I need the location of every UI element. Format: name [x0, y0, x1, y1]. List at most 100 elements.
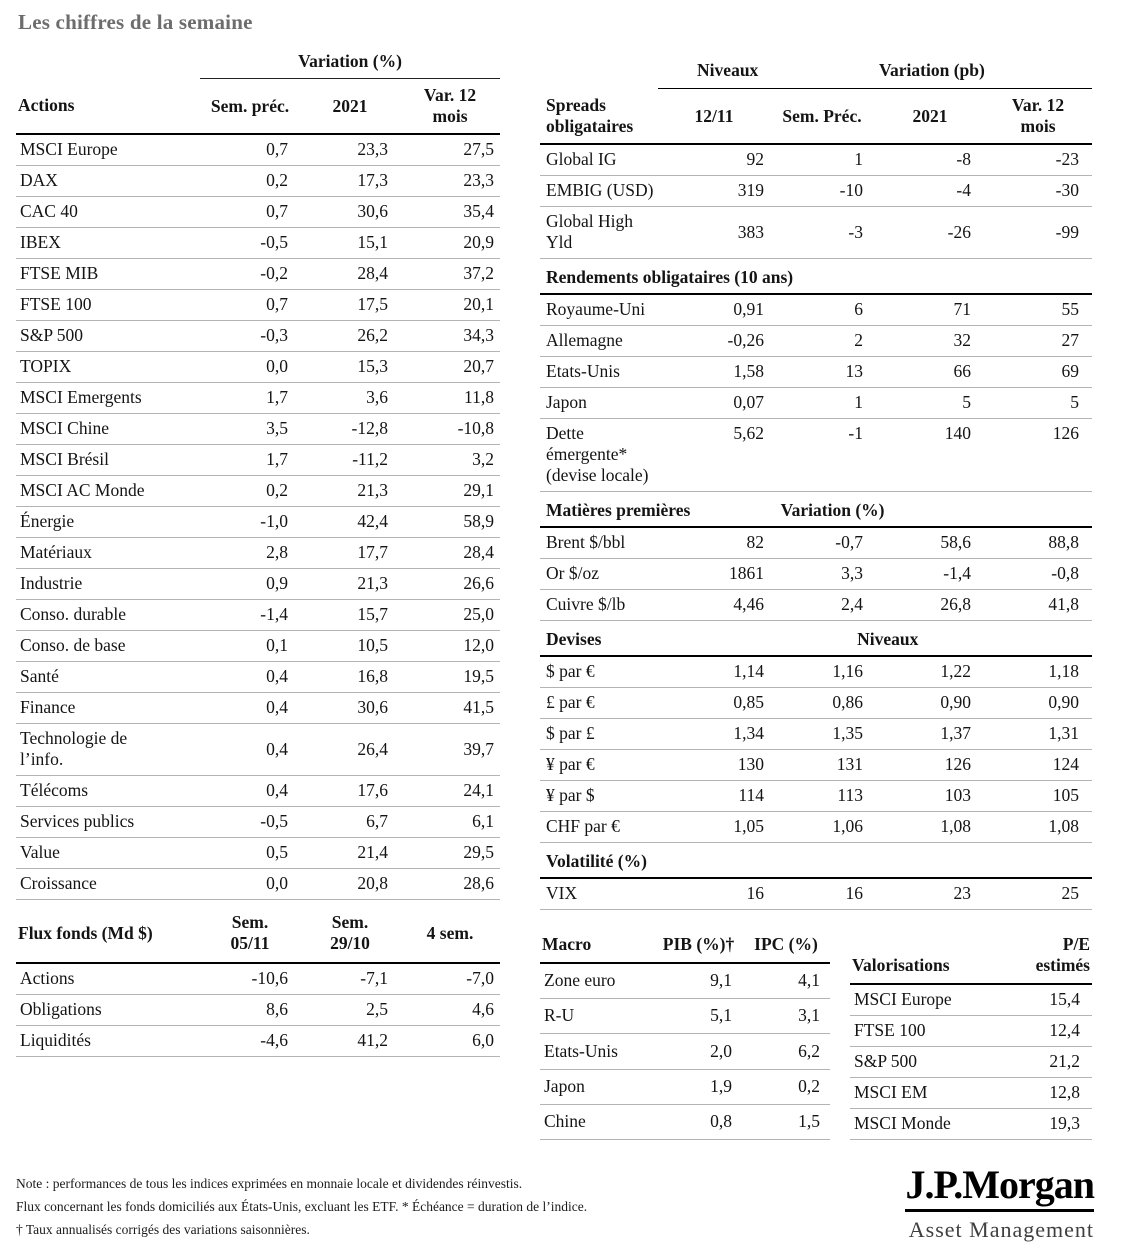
table-row: Allemagne -0,26 2 32 27	[540, 325, 1092, 357]
brand-division: Asset Management	[908, 1217, 1094, 1242]
table-row: Brent $/bbl 82 -0,7 58,6 88,8	[540, 528, 1092, 559]
row-value: -4	[876, 175, 984, 207]
row-value: 39,7	[400, 723, 501, 776]
row-label: IBEX	[16, 227, 200, 259]
row-value: 17,3	[300, 165, 400, 197]
row-value: 20,9	[400, 227, 501, 259]
table-row: Obligations 8,6 2,5 4,6	[16, 994, 500, 1026]
row-value: 23,3	[400, 165, 501, 197]
table-row: MSCI Brésil 1,7 -11,2 3,2	[16, 444, 501, 476]
row-label: MSCI Brésil	[16, 444, 200, 476]
row-value: 140	[876, 418, 984, 492]
row-value: 0,85	[660, 687, 768, 719]
column-header: Spreads obligataires	[540, 89, 660, 145]
row-label: MSCI EM	[850, 1077, 990, 1109]
row-value: 5	[984, 387, 1092, 419]
table-row: MSCI Chine 3,5 -12,8 -10,8	[16, 413, 501, 445]
table-row: IBEX -0,5 15,1 20,9	[16, 227, 501, 259]
row-value: -0,8	[984, 558, 1092, 590]
row-label: ¥ par €	[540, 749, 660, 781]
column-header: Sem. 29/10	[300, 900, 400, 964]
row-value: 28,4	[300, 258, 400, 290]
table-row: TOPIX 0,0 15,3 20,7	[16, 351, 501, 383]
row-value: 383	[660, 206, 768, 259]
table-row: Actions -10,6 -7,1 -7,0	[16, 963, 500, 995]
row-value: 1861	[660, 558, 768, 590]
row-value: 1,7	[200, 444, 300, 476]
section-title-text: Volatilité (%)	[546, 851, 647, 871]
row-value: 27	[984, 325, 1092, 357]
macro-table-body: Zone euro 9,1 4,1 R-U 5,1 3,1 Etats-Unis 2,0 6,2…	[540, 963, 830, 1141]
column-header: P/E estimés	[990, 928, 1092, 985]
row-value: 1,18	[984, 657, 1092, 688]
row-value: 2,5	[300, 994, 400, 1026]
variation-group-label: Variation (%)	[200, 49, 501, 79]
row-label: Global High Yld	[540, 206, 660, 259]
valuations-table-body: MSCI Europe 15,4 FTSE 100 12,4 S&P 500 21,2 MS…	[850, 984, 1092, 1140]
row-value: 6,0	[400, 1025, 500, 1057]
left-column: Variation (%) Actions Sem. préc. 2021 Va…	[16, 49, 501, 1057]
column-header: 12/11	[660, 89, 768, 145]
row-value: 2	[768, 325, 876, 357]
spacer-cell	[16, 49, 200, 79]
row-label: Industrie	[16, 568, 200, 600]
row-value: 26,8	[876, 589, 984, 621]
row-value: 41,2	[300, 1025, 400, 1057]
row-label: S&P 500	[850, 1046, 990, 1078]
table-row: Télécoms 0,4 17,6 24,1	[16, 775, 501, 807]
column-header: Valorisations	[850, 928, 990, 985]
table-row: Conso. durable -1,4 15,7 25,0	[16, 599, 501, 631]
row-value: 23,3	[300, 134, 400, 166]
row-value: 0,4	[200, 661, 300, 693]
table-row: Chine 0,8 1,5	[540, 1104, 830, 1141]
row-value: -0,3	[200, 320, 300, 352]
table-row: MSCI Emergents 1,7 3,6 11,8	[16, 382, 501, 414]
actions-group-header-row: Variation (%)	[16, 49, 501, 79]
row-value: -8	[876, 144, 984, 176]
row-label: Finance	[16, 692, 200, 724]
row-value: 3,3	[768, 558, 876, 590]
row-value: 0,4	[200, 692, 300, 724]
row-value: 0,7	[200, 196, 300, 228]
column-header: PIB (%)†	[655, 928, 742, 964]
actions-table-body: MSCI Europe 0,7 23,3 27,5 DAX 0,2 17,3 23,3 CAC …	[16, 134, 501, 900]
levels-group-label: Niveaux	[697, 60, 759, 80]
row-value: 0,4	[200, 775, 300, 807]
row-value: -0,5	[200, 806, 300, 838]
row-value: 1,7	[200, 382, 300, 414]
row-value: -10,6	[200, 963, 300, 995]
commodities-table: Brent $/bbl 82 -0,7 58,6 88,8 Or $/oz 1861 3,3-…	[540, 528, 1092, 621]
table-row: MSCI Europe 15,4	[850, 984, 1092, 1016]
table-row: Japon 0,07 1 5 5	[540, 387, 1092, 419]
row-value: 15,7	[300, 599, 400, 631]
table-row: Japon 1,9 0,2	[540, 1069, 830, 1105]
footnote: Flux concernant les fonds domiciliés aux…	[16, 1199, 588, 1214]
row-value: 20,7	[400, 351, 501, 383]
row-value: 19,5	[400, 661, 501, 693]
row-value: 12,4	[990, 1015, 1092, 1047]
volatility-table: VIX 16 16 23 25	[540, 879, 1092, 910]
row-value: 29,5	[400, 837, 501, 869]
row-value: 6,7	[300, 806, 400, 838]
row-value: 69	[984, 356, 1092, 388]
row-value: 16	[660, 879, 768, 910]
row-value: 1,37	[876, 718, 984, 750]
table-row: Global IG 92 1 -8 -23	[540, 144, 1092, 176]
row-label: Brent $/bbl	[540, 528, 660, 559]
row-label: Actions	[16, 963, 200, 995]
table-row: Matériaux 2,8 17,7 28,4	[16, 537, 501, 569]
row-value: 9,1	[655, 963, 742, 1000]
table-row: ¥ par $114 113 103 105	[540, 780, 1092, 812]
row-value: 25,0	[400, 599, 501, 631]
table-row: R-U 5,1 3,1	[540, 998, 830, 1035]
row-value: 0,90	[876, 687, 984, 719]
row-value: 1,5	[742, 1104, 830, 1141]
row-value: -11,2	[300, 444, 400, 476]
row-value: 1,08	[876, 811, 984, 843]
row-value: -0,7	[768, 528, 876, 559]
row-value: 17,7	[300, 537, 400, 569]
row-value: 131	[768, 749, 876, 781]
row-value: 0,5	[200, 837, 300, 869]
row-label: MSCI Europe	[850, 984, 990, 1016]
table-row: VIX 16 16 23 25	[540, 879, 1092, 910]
